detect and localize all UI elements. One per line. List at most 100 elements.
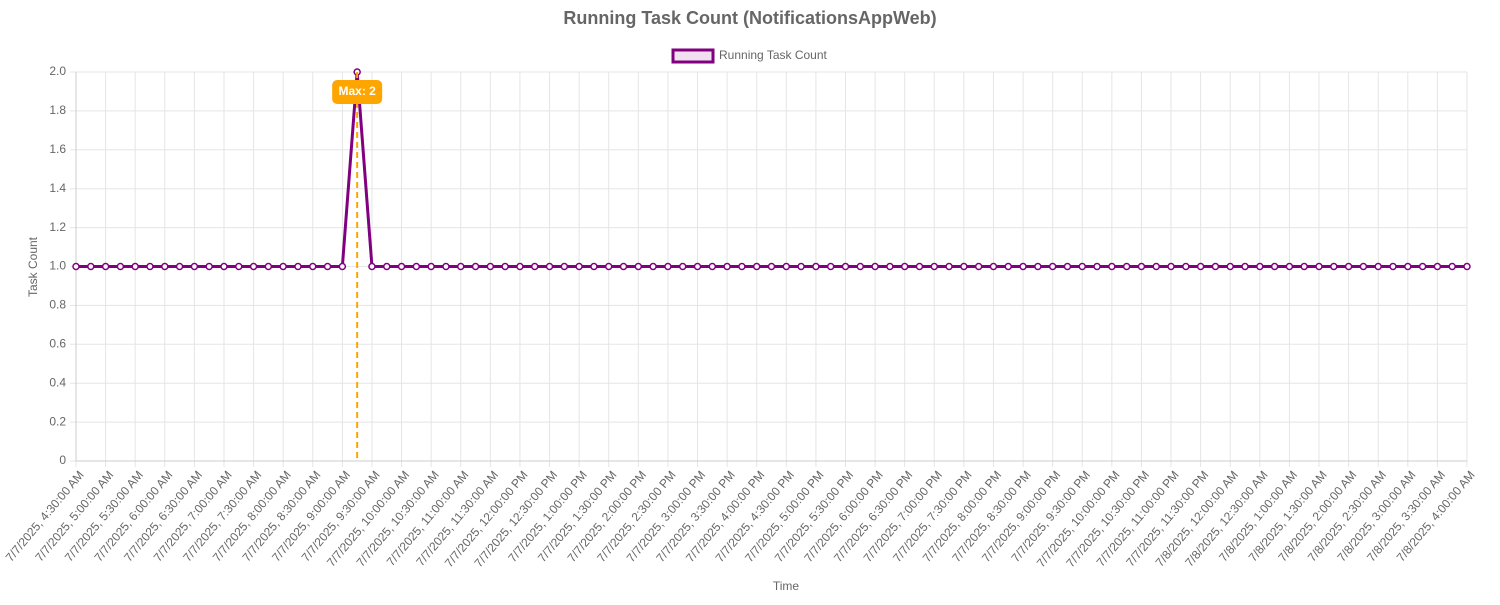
data-point xyxy=(575,262,583,271)
data-point xyxy=(930,262,939,271)
data-point xyxy=(264,262,273,271)
data-point xyxy=(1433,262,1442,271)
data-point xyxy=(545,262,554,271)
data-point xyxy=(279,262,287,271)
data-point xyxy=(1344,262,1353,271)
data-point xyxy=(1048,262,1057,271)
data-point xyxy=(146,262,154,271)
series-line xyxy=(76,71,1467,268)
data-point xyxy=(220,262,228,271)
data-point xyxy=(1063,262,1072,271)
data-point xyxy=(1078,262,1087,271)
x-axis-label: Time xyxy=(773,579,800,593)
data-point xyxy=(767,262,776,271)
data-point xyxy=(309,262,317,271)
data-point xyxy=(338,262,347,271)
data-point xyxy=(456,262,465,271)
data-point xyxy=(101,262,110,271)
data-point xyxy=(1241,262,1249,271)
y-tick-label: 0.2 xyxy=(49,414,66,428)
data-point xyxy=(693,262,702,271)
data-point xyxy=(72,262,80,271)
data-point xyxy=(634,262,643,271)
data-point xyxy=(1034,262,1042,271)
data-point xyxy=(619,262,628,271)
data-point xyxy=(1019,262,1027,271)
data-point xyxy=(945,262,953,271)
data-point xyxy=(249,262,258,271)
y-tick-label: 0 xyxy=(59,453,66,467)
y-tick-label: 2.0 xyxy=(49,64,66,78)
y-tick-label: 1.8 xyxy=(49,103,66,117)
data-point xyxy=(397,262,406,271)
data-point xyxy=(323,262,332,271)
data-point xyxy=(1108,262,1116,271)
data-point xyxy=(205,262,213,271)
data-point xyxy=(1211,262,1220,271)
data-point xyxy=(1315,262,1323,271)
data-point xyxy=(1152,262,1160,271)
y-tick-label: 0.8 xyxy=(49,298,66,312)
data-point xyxy=(486,262,495,271)
data-point xyxy=(87,262,95,271)
data-point xyxy=(175,262,184,271)
data-point xyxy=(678,262,687,271)
data-point xyxy=(1196,262,1205,271)
data-point xyxy=(782,262,791,271)
data-point xyxy=(442,262,450,271)
y-tick-label: 1.0 xyxy=(49,259,66,273)
y-tick-label: 0.6 xyxy=(49,336,66,350)
annotation-label: Max: 2 xyxy=(338,84,376,98)
data-point xyxy=(235,262,243,271)
data-point xyxy=(960,262,968,271)
y-tick-label: 0.4 xyxy=(49,375,66,389)
data-point xyxy=(412,262,421,271)
data-point xyxy=(383,262,391,271)
y-tick-label: 1.4 xyxy=(49,181,66,195)
data-point xyxy=(738,262,746,271)
data-point xyxy=(900,262,909,271)
data-point xyxy=(974,262,983,271)
data-point xyxy=(1389,262,1397,271)
data-point xyxy=(1122,262,1131,271)
data-point xyxy=(723,262,731,271)
data-point xyxy=(501,262,509,271)
data-point xyxy=(1418,262,1427,271)
data-point xyxy=(427,262,435,271)
data-point xyxy=(649,262,657,271)
data-point xyxy=(131,262,139,271)
data-point xyxy=(116,262,125,271)
data-point xyxy=(841,262,850,271)
annotation-box xyxy=(332,80,383,104)
data-point xyxy=(1226,262,1234,271)
data-point xyxy=(1463,262,1471,271)
y-axis-label: Task Count xyxy=(26,236,40,297)
data-point xyxy=(368,262,376,271)
data-point xyxy=(856,262,865,271)
data-point xyxy=(1359,262,1368,271)
data-point xyxy=(471,262,480,271)
data-point xyxy=(1270,262,1279,271)
data-point xyxy=(190,262,199,271)
data-point xyxy=(886,262,894,271)
data-point xyxy=(604,262,613,271)
data-point xyxy=(1300,262,1308,271)
data-point xyxy=(1167,262,1175,271)
chart-title: Running Task Count (NotificationsAppWeb) xyxy=(563,8,936,28)
data-point xyxy=(1448,262,1456,271)
data-point xyxy=(812,262,820,271)
data-point xyxy=(1285,262,1294,271)
data-point xyxy=(1404,262,1412,271)
data-point xyxy=(560,262,569,271)
data-point xyxy=(516,262,524,271)
data-point xyxy=(989,262,998,271)
data-point xyxy=(797,262,805,271)
data-point xyxy=(1182,262,1190,271)
data-point xyxy=(1137,262,1146,271)
data-point xyxy=(708,262,717,271)
data-point xyxy=(530,262,539,271)
data-point xyxy=(1093,262,1101,271)
y-tick-label: 1.6 xyxy=(49,142,66,156)
legend-label: Running Task Count xyxy=(719,48,828,62)
data-point xyxy=(826,262,835,271)
